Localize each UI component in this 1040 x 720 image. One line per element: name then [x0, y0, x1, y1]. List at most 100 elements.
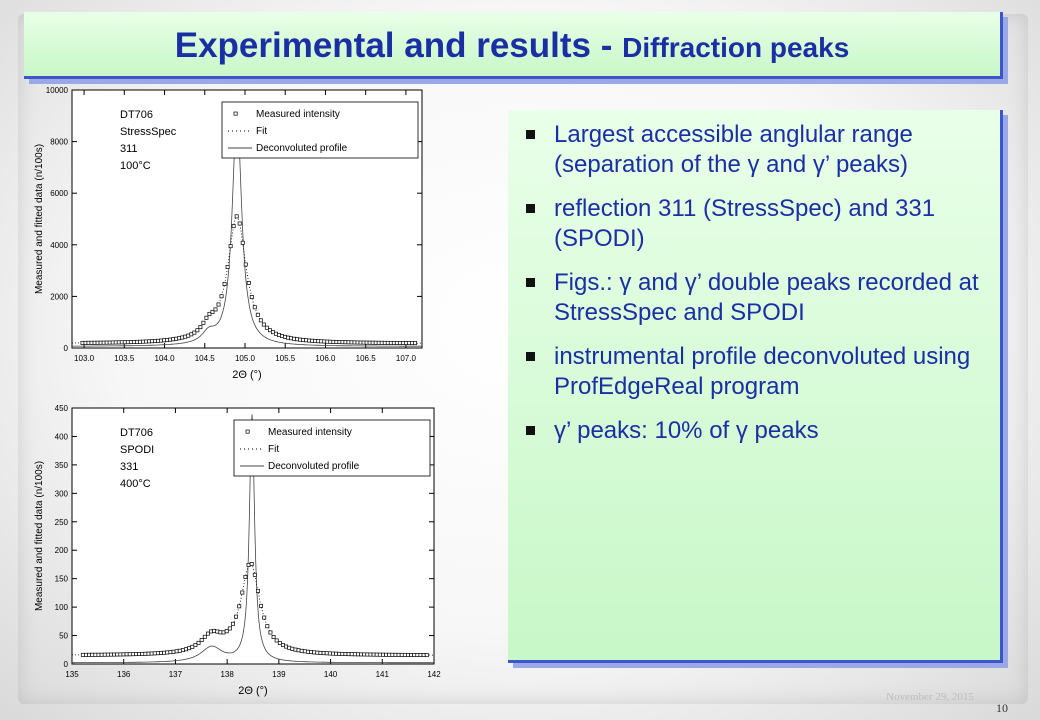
measured-point: [118, 652, 123, 657]
measured-point: [384, 652, 389, 657]
measured-point: [421, 653, 426, 657]
measured-point: [224, 629, 229, 634]
measured-point: [124, 652, 129, 657]
annotation-text: 100°C: [120, 160, 151, 172]
measured-point: [146, 651, 151, 656]
measured-point: [187, 646, 192, 651]
y-tick-label: 0: [64, 660, 69, 669]
measured-point: [134, 652, 138, 657]
measured-point: [196, 640, 201, 645]
y-tick-label: 8000: [50, 138, 68, 147]
y-tick-label: 0: [64, 344, 69, 353]
measured-point: [377, 652, 382, 657]
measured-point: [255, 312, 260, 317]
legend-label: Fit: [256, 126, 267, 137]
measured-point: [213, 307, 218, 312]
measured-point: [209, 629, 213, 634]
measured-point: [415, 653, 420, 657]
x-tick-label: 136: [117, 670, 131, 679]
legend-measured-marker: [233, 111, 238, 116]
bullet-square-icon: [526, 426, 535, 435]
measured-point: [356, 652, 360, 657]
measured-point: [234, 214, 239, 219]
y-tick-label: 300: [55, 489, 69, 498]
measured-point: [362, 652, 367, 657]
measured-point: [267, 328, 272, 333]
measured-point: [234, 614, 239, 619]
measured-point: [327, 651, 332, 656]
measured-point: [216, 302, 221, 307]
measured-point: [140, 651, 145, 656]
measured-point: [259, 603, 264, 608]
measured-point: [174, 649, 179, 654]
y-axis-label: Measured and fitted data (n/100s): [34, 461, 45, 611]
measured-point: [219, 294, 224, 299]
measured-point: [221, 630, 226, 635]
y-tick-label: 50: [59, 632, 68, 641]
bullet-square-icon: [526, 130, 535, 139]
measured-point: [231, 224, 236, 229]
x-tick-label: 141: [376, 670, 390, 679]
bullet-item: Largest accessible anglular range (separ…: [520, 120, 990, 180]
x-tick-label: 135: [65, 670, 79, 679]
x-axis-label: 2Θ (°): [232, 369, 261, 381]
x-tick-label: 137: [169, 670, 183, 679]
measured-point: [287, 645, 292, 650]
annotation-text: DT706: [120, 427, 153, 439]
measured-point: [409, 652, 414, 657]
measured-point: [268, 630, 273, 635]
measured-point: [228, 244, 233, 249]
x-tick-label: 103.0: [74, 354, 95, 363]
measured-point: [162, 650, 167, 655]
measured-point: [371, 652, 376, 657]
measured-point: [193, 643, 198, 648]
measured-point: [87, 652, 92, 657]
bullet-text: reflection 311 (StressSpec) and 331 (SPO…: [554, 195, 936, 252]
measured-point: [237, 604, 242, 609]
measured-point: [130, 652, 135, 657]
measured-point: [396, 652, 401, 657]
measured-point: [205, 631, 210, 636]
x-tick-label: 105.5: [275, 354, 296, 363]
measured-point: [192, 330, 197, 335]
x-tick-label: 142: [427, 670, 441, 679]
measured-point: [243, 574, 248, 579]
measured-point: [121, 652, 126, 657]
measured-point: [277, 641, 282, 645]
measured-point: [201, 320, 206, 325]
bullet-text: instrumental profile deconvoluted using …: [554, 343, 971, 400]
measured-point: [334, 651, 339, 656]
measured-point: [171, 649, 176, 654]
measured-point: [340, 651, 345, 656]
measured-point: [343, 652, 348, 656]
bullet-item: reflection 311 (StressSpec) and 331 (SPO…: [520, 194, 990, 254]
measured-point: [237, 221, 242, 226]
measured-point: [202, 634, 207, 639]
measured-point: [359, 652, 364, 657]
chart-stressspec: 0 2000 4000 6000 8000 10000 103.0 103.5 104.0 104…: [14, 82, 444, 392]
y-tick-label: 4000: [50, 241, 68, 250]
page-number: 10: [996, 701, 1008, 715]
measured-point: [240, 240, 245, 245]
measured-point: [324, 651, 329, 656]
legend-label: Deconvoluted profile: [256, 143, 348, 154]
measured-point: [127, 652, 132, 657]
measured-point: [112, 652, 117, 657]
measured-point: [243, 262, 248, 267]
bullet-square-icon: [526, 278, 535, 287]
x-tick-label: 139: [272, 670, 286, 679]
measured-point: [258, 318, 263, 323]
measured-point: [105, 652, 110, 657]
title-sub: Diffraction peaks: [622, 32, 850, 63]
measured-point: [102, 652, 107, 657]
measured-point: [198, 325, 203, 330]
measured-point: [412, 653, 417, 657]
measured-point: [299, 648, 304, 653]
measured-point: [290, 646, 295, 651]
measured-point: [413, 341, 417, 346]
measured-point: [280, 643, 285, 647]
measured-point: [252, 305, 257, 310]
measured-point: [109, 652, 113, 657]
measured-point: [271, 635, 276, 640]
measured-point: [249, 562, 254, 566]
